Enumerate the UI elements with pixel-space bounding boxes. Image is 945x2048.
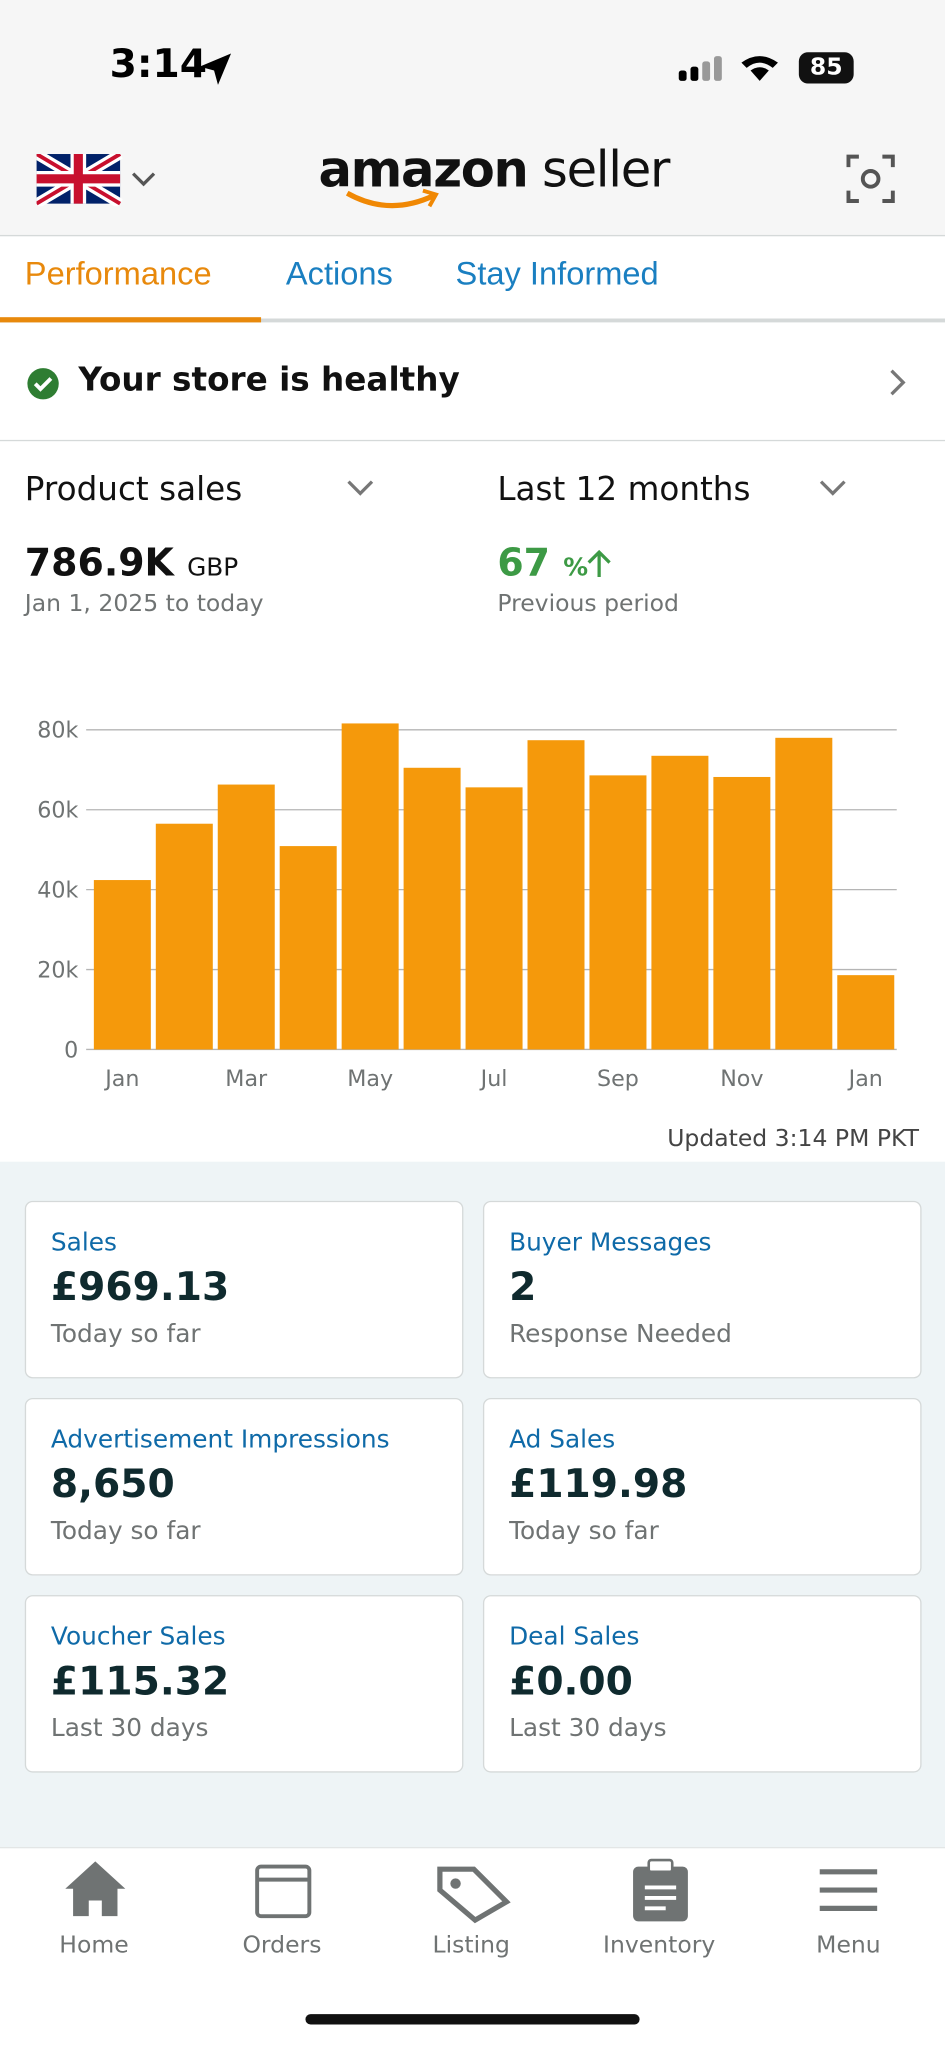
bar — [403, 767, 461, 1050]
card-value: 2 — [509, 1264, 537, 1311]
change-note: Previous period — [497, 589, 679, 618]
bar — [651, 755, 709, 1050]
card-title: Sales — [50, 1228, 117, 1258]
card-title: Voucher Sales — [50, 1622, 226, 1652]
top-bar — [0, 0, 945, 237]
card-value: 8,650 — [50, 1461, 175, 1508]
card-title: Advertisement Impressions — [50, 1425, 390, 1455]
flag-selector[interactable] — [36, 154, 168, 207]
nav-item[interactable]: Listing — [432, 1931, 510, 1960]
logo: amazon seller — [318, 140, 670, 199]
period-select[interactable]: Last 12 months — [497, 469, 751, 508]
health-icon — [27, 368, 59, 400]
battery: 85 — [798, 52, 854, 84]
stat-card[interactable]: Buyer Messages 2 Response Needed — [482, 1200, 922, 1379]
bar — [279, 846, 337, 1050]
nav-item[interactable]: Orders — [242, 1931, 322, 1960]
bar — [93, 880, 151, 1050]
bar — [775, 737, 833, 1050]
nav-item[interactable]: Menu — [816, 1931, 881, 1960]
status-time: 3:14 — [109, 41, 208, 88]
stat-card[interactable]: Ad Sales £119.98 Today so far — [482, 1397, 922, 1576]
bar — [341, 723, 399, 1050]
up-arrow — [587, 549, 611, 577]
tab-indicator — [0, 317, 262, 323]
bar — [155, 823, 213, 1050]
card-title: Deal Sales — [509, 1622, 640, 1652]
card-title: Buyer Messages — [509, 1228, 712, 1258]
x-tick-label: May — [347, 1066, 393, 1092]
nav-item[interactable]: Inventory — [603, 1931, 716, 1960]
tab-rule — [0, 318, 945, 323]
x-tick-label: Jul — [479, 1066, 508, 1092]
logo-smile — [345, 188, 439, 209]
bar — [837, 975, 895, 1050]
bar — [713, 776, 771, 1050]
x-tick-label: Nov — [720, 1066, 763, 1092]
y-tick-label: 40k — [37, 877, 78, 903]
bar — [589, 775, 647, 1050]
tab[interactable]: Actions — [285, 255, 393, 293]
scan-button[interactable] — [846, 154, 896, 204]
stat-card[interactable]: Sales £969.13 Today so far — [24, 1200, 464, 1379]
currency: GBP — [187, 553, 239, 583]
y-tick-label: 60k — [37, 798, 78, 824]
nav-icons — [65, 1858, 878, 1924]
tab[interactable]: Stay Informed — [455, 255, 659, 293]
divider — [0, 439, 945, 442]
card-note: Today so far — [50, 1516, 201, 1546]
card-value: £969.13 — [50, 1264, 230, 1311]
home-indicator — [305, 2014, 640, 2025]
card-note: Response Needed — [509, 1319, 732, 1349]
card-title: Ad Sales — [509, 1425, 616, 1455]
total-sales: 786.9K GBP — [25, 540, 238, 584]
stat-card[interactable]: Advertisement Impressions 8,650 Today so f… — [24, 1397, 464, 1576]
stat-card[interactable]: Voucher Sales £115.32 Last 30 days — [24, 1595, 464, 1773]
range: Jan 1, 2025 to today — [24, 589, 264, 618]
card-note: Today so far — [509, 1516, 659, 1546]
signal-wifi-icons — [678, 56, 778, 81]
updated-time: Updated 3:14 PM PKT — [667, 1125, 919, 1153]
dropdown-icon — [819, 480, 846, 496]
card-note: Last 30 days — [50, 1713, 209, 1743]
y-tick-label: 80k — [37, 718, 78, 744]
change: 67 % — [497, 540, 588, 584]
bar — [217, 784, 275, 1050]
card-value: £119.98 — [509, 1461, 688, 1508]
x-tick-label: Jan — [847, 1066, 883, 1092]
health-status[interactable]: Your store is healthy — [78, 360, 460, 399]
change-value: 67 — [497, 540, 551, 585]
sales-chart: 0 20k 40k 60k 80k Jan Mar May Jul Sep Nov Jan — [37, 718, 897, 1092]
x-tick-label: Sep — [597, 1066, 639, 1092]
location-icon — [199, 53, 232, 85]
chevron — [890, 369, 906, 396]
dropdown-icon — [347, 480, 374, 496]
y-tick-label: 0 — [64, 1037, 78, 1063]
nav-item[interactable]: Home — [59, 1931, 129, 1960]
card-note: Today so far — [50, 1319, 201, 1349]
bar — [465, 787, 523, 1050]
stat-card[interactable]: Deal Sales £0.00 Last 30 days — [482, 1595, 922, 1773]
card-note: Last 30 days — [509, 1713, 667, 1743]
logo-sub: seller — [542, 140, 670, 199]
tab[interactable]: Performance — [24, 255, 212, 293]
change-unit: % — [563, 553, 589, 583]
card-value: £0.00 — [509, 1659, 633, 1705]
x-tick-label: Mar — [225, 1066, 268, 1092]
total-value: 786.9K — [24, 540, 174, 585]
card-value: £115.32 — [50, 1659, 230, 1705]
x-tick-label: Jan — [103, 1066, 139, 1092]
bar — [527, 740, 585, 1050]
metric-select[interactable]: Product sales — [24, 469, 243, 508]
y-tick-label: 20k — [37, 957, 78, 983]
